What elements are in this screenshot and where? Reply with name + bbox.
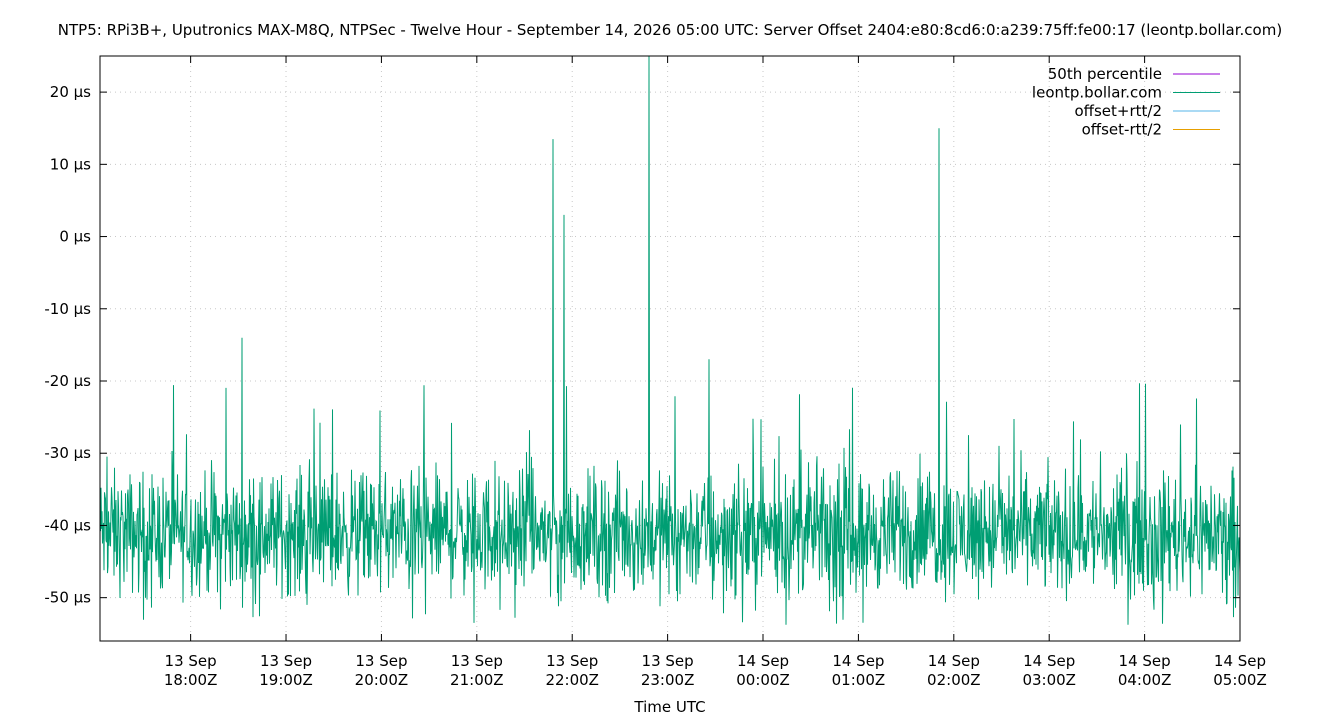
x-tick-label-time: 20:00Z	[355, 671, 409, 689]
series-layer	[99, 55, 1241, 625]
axis-ticks: 20 µs 10 µs 0 µs -10 µs -20 µs -30 µs -40 µs -5…	[44, 56, 1267, 689]
y-tick-label: -10 µs	[44, 300, 91, 318]
x-tick-label-time: 00:00Z	[736, 671, 790, 689]
x-tick-label-time: 18:00Z	[164, 671, 218, 689]
x-tick-label-date: 14 Sep	[1214, 652, 1266, 670]
x-tick-label-time: 23:00Z	[641, 671, 695, 689]
legend-label: leontp.bollar.com	[1032, 84, 1162, 102]
legend: 50th percentileleontp.bollar.comoffset+r…	[1032, 65, 1220, 139]
chart-title: NTP5: RPi3B+, Uputronics MAX-M8Q, NTPSec…	[58, 21, 1282, 39]
x-tick-label-time: 01:00Z	[832, 671, 886, 689]
x-tick-label-date: 14 Sep	[928, 652, 980, 670]
plot-border	[99, 55, 1241, 642]
y-tick-label: -40 µs	[44, 516, 91, 534]
x-axis-label: Time UTC	[633, 698, 705, 716]
x-tick-label-time: 04:00Z	[1118, 671, 1172, 689]
legend-label: offset-rtt/2	[1082, 121, 1162, 139]
x-tick-label-date: 14 Sep	[1023, 652, 1075, 670]
x-tick-label-time: 05:00Z	[1213, 671, 1267, 689]
x-tick-label-date: 14 Sep	[737, 652, 789, 670]
x-tick-label-time: 02:00Z	[927, 671, 981, 689]
y-tick-label: 20 µs	[50, 83, 91, 101]
x-tick-label-date: 13 Sep	[355, 652, 407, 670]
x-tick-label-date: 13 Sep	[260, 652, 312, 670]
y-tick-label: 0 µs	[59, 228, 91, 246]
x-tick-label-date: 13 Sep	[642, 652, 694, 670]
series-line-leontp	[99, 55, 1241, 625]
x-tick-label-time: 22:00Z	[545, 671, 599, 689]
x-tick-label-date: 14 Sep	[1119, 652, 1171, 670]
x-tick-label-date: 13 Sep	[165, 652, 217, 670]
y-tick-label: -50 µs	[44, 589, 91, 607]
y-tick-label: 10 µs	[50, 155, 91, 173]
x-tick-label-time: 21:00Z	[450, 671, 504, 689]
x-tick-label-time: 19:00Z	[259, 671, 313, 689]
y-tick-label: -20 µs	[44, 372, 91, 390]
x-tick-label-date: 14 Sep	[832, 652, 884, 670]
legend-label: 50th percentile	[1048, 65, 1162, 83]
x-tick-label-date: 13 Sep	[546, 652, 598, 670]
y-tick-label: -30 µs	[44, 444, 91, 462]
legend-label: offset+rtt/2	[1074, 102, 1162, 120]
x-tick-label-time: 03:00Z	[1022, 671, 1076, 689]
x-tick-label-date: 13 Sep	[451, 652, 503, 670]
